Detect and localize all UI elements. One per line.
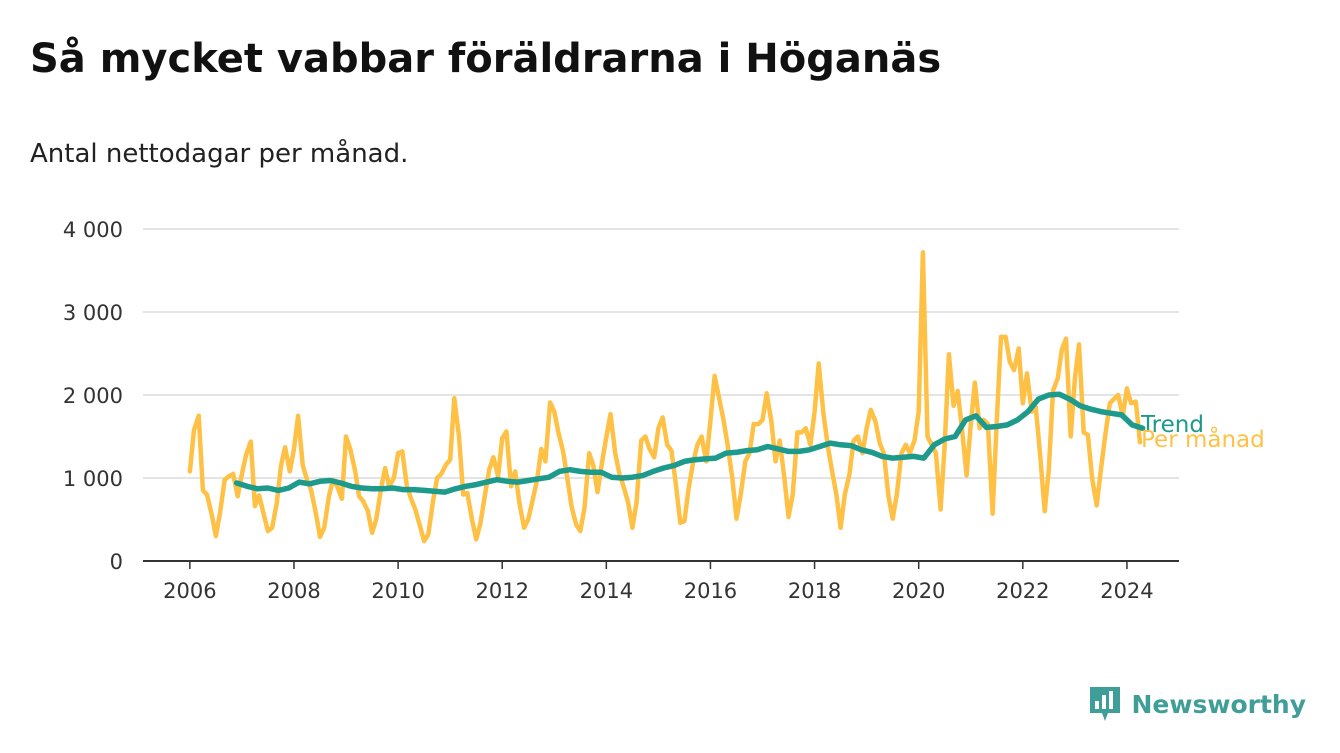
brand-logo[interactable]: Newsworthy xyxy=(1088,685,1307,723)
x-tick-label: 2010 xyxy=(371,579,424,603)
y-tick-label: 2 000 xyxy=(63,384,123,408)
y-tick-label: 1 000 xyxy=(63,467,123,491)
gridlines xyxy=(143,228,1179,479)
chart-title: Så mycket vabbar föräldrarna i Höganäs xyxy=(30,36,942,82)
x-tick-label: 2008 xyxy=(267,579,320,603)
x-axis-ticks: 2006 2008 2010 2012 2014 2016 2018 2020 2022 2024 xyxy=(163,561,1154,603)
series-lines xyxy=(187,249,1146,544)
chart-subtitle: Antal nettodagar per månad. xyxy=(30,139,409,169)
x-tick-label: 2024 xyxy=(1100,579,1153,603)
x-tick-label: 2016 xyxy=(684,579,737,603)
brand-name: Newsworthy xyxy=(1131,689,1307,719)
y-tick-label: 0 xyxy=(110,550,123,574)
x-tick-label: 2006 xyxy=(163,579,216,603)
series-label: Trend xyxy=(1140,412,1204,438)
x-tick-label: 2014 xyxy=(580,579,633,603)
x-tick-label: 2020 xyxy=(892,579,945,603)
x-tick-label: 2022 xyxy=(996,579,1049,603)
y-tick-label: 4 000 xyxy=(63,218,123,242)
series-line xyxy=(187,249,1143,544)
y-axis-ticks: 0 1 000 2 000 3 000 4 000 xyxy=(63,218,123,574)
x-tick-label: 2018 xyxy=(788,579,841,603)
x-tick-label: 2012 xyxy=(475,579,528,603)
series-label: Per månad xyxy=(1141,425,1265,453)
series-line xyxy=(233,391,1146,495)
newsworthy-icon xyxy=(1089,687,1120,721)
y-tick-label: 3 000 xyxy=(63,301,123,325)
